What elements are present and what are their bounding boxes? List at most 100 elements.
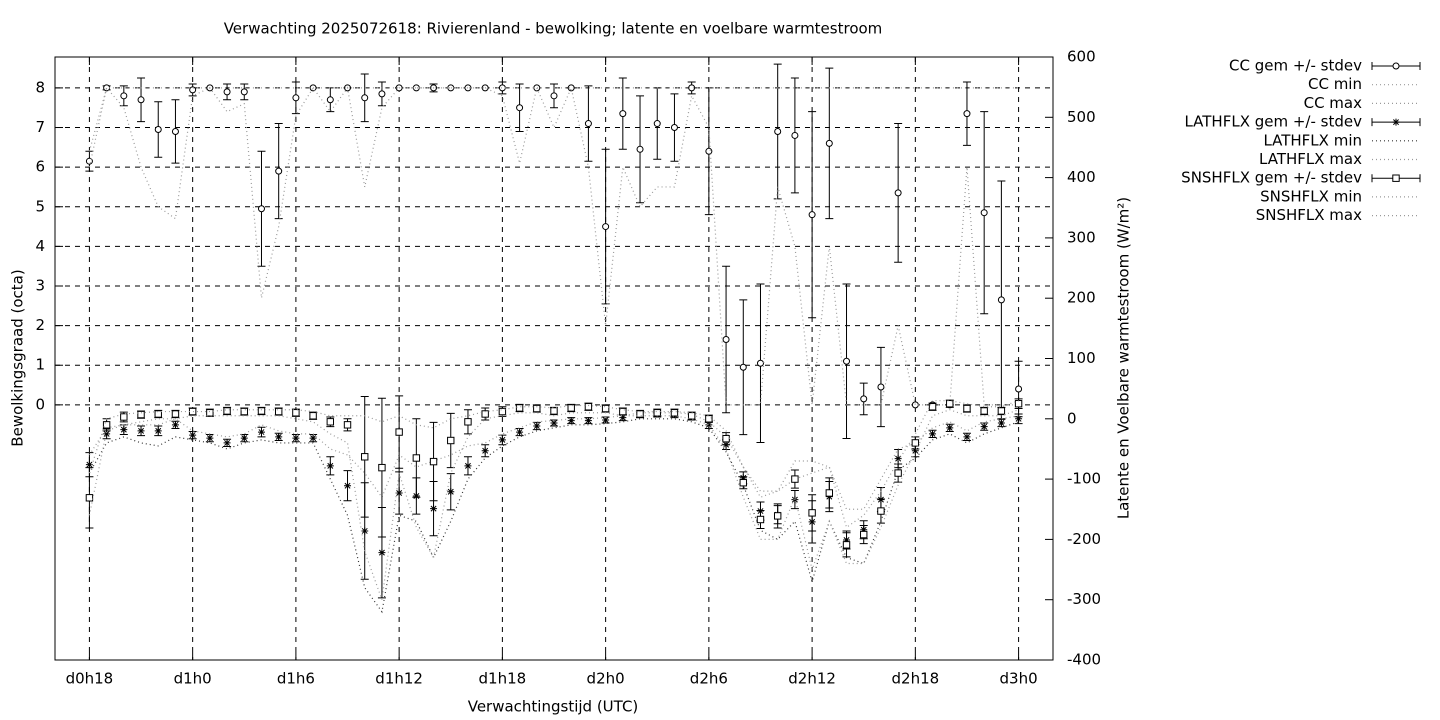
marker-shape [877, 383, 885, 391]
marker-shape [808, 211, 816, 219]
marker-shape [412, 454, 421, 462]
marker-square [361, 453, 369, 461]
marker-shape [378, 549, 386, 557]
marker-shape [705, 147, 713, 155]
marker-shape [791, 131, 799, 139]
marker-circle [774, 127, 782, 135]
marker-shape [85, 494, 94, 502]
marker-star [103, 430, 111, 438]
marker-square [584, 403, 593, 411]
marker-star [498, 436, 506, 444]
marker-circle [292, 94, 300, 102]
marker-square [378, 463, 386, 472]
marker-circle [980, 209, 988, 217]
marker-circle [257, 205, 265, 213]
marker-square [206, 409, 214, 417]
marker-shape [670, 124, 678, 132]
y-axis-label: Bewolkingsgraad (octa) [9, 269, 27, 446]
marker-circle [825, 139, 833, 147]
marker-shape [1015, 415, 1023, 423]
marker-shape [1392, 174, 1400, 182]
marker-shape [842, 541, 851, 549]
marker-shape [825, 139, 833, 147]
marker-shape [274, 407, 283, 416]
min-max-line [88, 409, 1019, 600]
y2-tick-label: -200 [1067, 530, 1101, 548]
y2-tick-label: 0 [1067, 409, 1077, 427]
marker-shape [257, 407, 266, 415]
marker-shape [240, 88, 248, 96]
marker-square [412, 454, 421, 462]
marker-circle [860, 395, 868, 403]
marker-square [619, 407, 627, 416]
marker-star [705, 421, 713, 429]
marker-shape [653, 409, 661, 417]
x-tick-label: d2h12 [788, 670, 836, 688]
y2-tick-label: 300 [1067, 228, 1096, 246]
marker-circle [808, 211, 816, 219]
marker-star [275, 433, 283, 441]
marker-shape [429, 457, 438, 466]
marker-shape [515, 404, 524, 412]
marker-square [842, 541, 851, 549]
marker-square [670, 409, 679, 417]
marker-star [292, 434, 300, 442]
legend-label: CC min [1308, 75, 1362, 93]
marker-square [722, 434, 730, 443]
marker-circle [240, 88, 248, 96]
marker-square [860, 530, 868, 539]
marker-circle [326, 96, 334, 104]
marker-shape [877, 507, 885, 515]
min-max-line [88, 412, 1019, 510]
marker-shape [344, 482, 352, 490]
marker-star [602, 416, 610, 424]
marker-circle [498, 84, 506, 92]
marker-shape [464, 462, 472, 470]
marker-shape [825, 489, 834, 497]
marker-shape [464, 418, 472, 426]
marker-circle [447, 84, 455, 92]
marker-shape [584, 120, 592, 128]
y-tick-label: 7 [35, 118, 45, 136]
marker-star [911, 447, 919, 455]
x-tick-label: d2h6 [690, 670, 728, 688]
marker-shape [860, 395, 868, 403]
marker-circle [550, 92, 558, 100]
marker-shape [911, 401, 919, 409]
marker-square [773, 512, 782, 520]
marker-star [120, 426, 128, 434]
marker-circle [120, 92, 128, 100]
marker-circle [997, 296, 1005, 304]
x-tick-label: d3h0 [1000, 670, 1038, 688]
y2-tick-label: 600 [1067, 48, 1096, 66]
marker-shape [240, 434, 248, 442]
marker-star [206, 434, 214, 442]
legend-label: SNSHFLX gem +/- stdev [1181, 169, 1362, 187]
marker-shape [602, 416, 610, 424]
marker-shape [343, 421, 352, 429]
marker-circle [223, 88, 231, 96]
legend-label: LATHFLX min [1263, 131, 1362, 149]
marker-star [584, 417, 592, 425]
marker-circle [171, 127, 179, 135]
y-tick-label: 6 [35, 158, 45, 176]
marker-shape [1015, 385, 1023, 393]
marker-circle [1015, 385, 1023, 393]
x-tick-label: d1h12 [375, 670, 423, 688]
marker-circle [670, 124, 678, 132]
marker-square [188, 407, 197, 416]
marker-circle [533, 84, 541, 92]
marker-square [877, 507, 885, 515]
chart-title: Verwachting 2025072618: Rivierenland - b… [224, 20, 883, 38]
marker-circle [189, 86, 197, 94]
marker-circle [756, 359, 764, 367]
marker-star [533, 422, 541, 430]
marker-shape [361, 527, 369, 535]
y2-tick-label: -300 [1067, 590, 1101, 608]
marker-shape [206, 434, 214, 442]
marker-star [395, 489, 403, 497]
x-tick-label: d2h18 [892, 670, 940, 688]
marker-star [326, 462, 334, 470]
marker-circle [412, 84, 420, 92]
marker-square [274, 407, 283, 416]
